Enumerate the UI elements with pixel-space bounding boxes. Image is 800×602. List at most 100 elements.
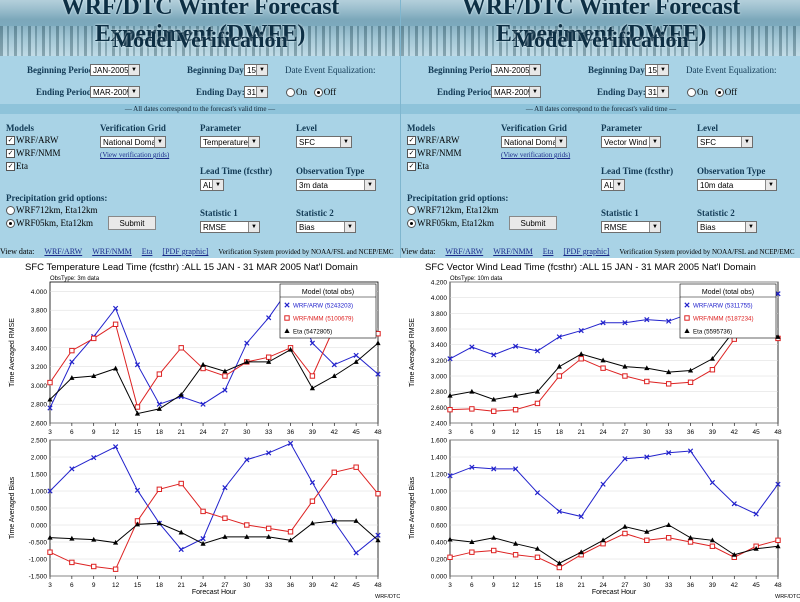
grid-select[interactable]: National Domain ▼ — [100, 136, 166, 148]
date-eq-off-radio[interactable] — [313, 88, 323, 98]
precip-option-1[interactable]: WRF712km, Eta12km — [6, 205, 98, 216]
data-point-square — [47, 379, 53, 386]
date-eq-off-radio[interactable] — [714, 88, 724, 98]
checkbox-icon: ✓ — [407, 149, 416, 159]
series-line — [49, 285, 379, 409]
begin-period-select[interactable]: JAN-2005 ▼ — [491, 64, 541, 76]
data-point-triangle — [513, 392, 519, 398]
grid-select[interactable]: National Domain ▼ — [501, 136, 567, 148]
level-select[interactable]: SFC ▼ — [296, 136, 352, 148]
x-tick-label: 18 — [156, 429, 164, 436]
precip-option-1[interactable]: WRF712km, Eta12km — [407, 205, 499, 216]
data-point-triangle — [284, 328, 290, 333]
x-tick-label: 36 — [287, 429, 295, 436]
precip-option-2[interactable]: WRF05km, Eta12km — [407, 218, 494, 229]
lead-select[interactable]: ALL ▼ — [601, 179, 625, 191]
x-tick-label: 24 — [599, 429, 607, 436]
stat1-select[interactable]: RMSE ▼ — [601, 221, 661, 233]
left-form-pane: WRF/DTC Winter Forecast Experiment (DWFE… — [0, 0, 400, 258]
data-point-square — [134, 404, 141, 410]
view-data-link-wrf-nmm[interactable]: WRF/NMM — [92, 247, 132, 256]
data-point-triangle — [469, 388, 475, 394]
chevron-down-icon: ▼ — [649, 137, 660, 147]
y-tick-label: 3.600 — [31, 327, 48, 334]
data-point-square — [684, 315, 690, 321]
begin-period-select[interactable]: JAN-2005 ▼ — [90, 64, 140, 76]
data-point-x — [556, 334, 562, 340]
x-tick-label: 39 — [309, 429, 317, 436]
y-tick-label: 1.000 — [31, 489, 48, 496]
data-point-triangle — [534, 546, 541, 551]
begin-day-select[interactable]: 15 ▼ — [645, 64, 669, 76]
pdf-link[interactable]: [PDF graphic] — [563, 247, 610, 256]
x-tick-label: 24 — [199, 582, 207, 589]
x-axis-label: Forecast Hour — [192, 589, 237, 596]
data-point-triangle — [731, 551, 737, 557]
view-data-link-wrf-arw[interactable]: WRF/ARW — [445, 247, 484, 256]
precip-option-2[interactable]: WRF05km, Eta12km — [6, 218, 93, 229]
end-period-label: Ending Period: — [36, 87, 95, 97]
data-point-triangle — [287, 346, 294, 352]
data-point-square — [665, 381, 672, 387]
parameter-select[interactable]: Temperature ▼ — [200, 136, 260, 148]
submit-button[interactable]: Submit — [509, 216, 557, 230]
data-point-triangle — [91, 373, 97, 378]
begin-period-label: Beginning Period: — [428, 65, 498, 75]
x-tick-label: 30 — [643, 429, 651, 436]
data-point-square — [178, 480, 184, 487]
data-point-x — [578, 513, 584, 520]
model-checkbox-eta[interactable]: ✓ Eta — [6, 161, 28, 172]
pdf-link[interactable]: [PDF graphic] — [162, 247, 209, 256]
x-tick-label: 42 — [731, 582, 739, 589]
stat2-select[interactable]: Bias ▼ — [296, 221, 356, 233]
data-point-triangle — [447, 536, 453, 542]
obs-select[interactable]: 10m data ▼ — [697, 179, 777, 191]
begin-day-select[interactable]: 15 ▼ — [244, 64, 268, 76]
banner-title: WRF/DTC Winter Forecast Experiment (DWFE… — [61, 0, 339, 47]
lead-label: Lead Time (fcsthr) — [601, 166, 674, 176]
view-data-link-eta[interactable]: Eta — [542, 247, 554, 256]
data-point-triangle — [113, 539, 119, 545]
series-line — [449, 324, 779, 412]
model-checkbox-wrf-arw[interactable]: ✓ WRF/ARW — [6, 135, 59, 146]
view-data-link-wrf-nmm[interactable]: WRF/NMM — [493, 247, 533, 256]
checkbox-icon: ✓ — [6, 149, 15, 159]
data-point-x — [512, 343, 519, 349]
data-point-square — [222, 373, 228, 379]
end-day-select[interactable]: 31 ▼ — [244, 86, 268, 98]
date-eq-on-radio[interactable] — [286, 88, 295, 98]
obstype-label: ObsType: 3m data — [50, 276, 100, 282]
end-period-select[interactable]: MAR-2005 ▼ — [491, 86, 541, 98]
data-point-square — [622, 373, 628, 379]
end-day-select[interactable]: 31 ▼ — [645, 86, 669, 98]
obs-select[interactable]: 3m data ▼ — [296, 179, 376, 191]
x-tick-label: 6 — [70, 429, 74, 436]
data-point-x — [775, 481, 781, 487]
x-tick-label: 15 — [134, 582, 142, 589]
data-point-square — [775, 537, 781, 544]
data-point-x — [69, 466, 75, 472]
x-axis-label: Forecast Hour — [592, 589, 637, 596]
stat2-select[interactable]: Bias ▼ — [697, 221, 757, 233]
date-eq-on-radio[interactable] — [687, 88, 696, 98]
data-point-triangle — [556, 363, 562, 369]
model-checkbox-wrf-nmm[interactable]: ✓ WRF/NMM — [407, 148, 462, 159]
view-grids-link[interactable]: (View verification grids) — [100, 151, 170, 159]
x-tick-label: 9 — [492, 582, 496, 589]
end-period-select[interactable]: MAR-2005 ▼ — [90, 86, 140, 98]
stat1-select[interactable]: RMSE ▼ — [200, 221, 260, 233]
precip-label: Precipitation grid options: — [407, 193, 509, 203]
parameter-select[interactable]: Vector Wind ▼ — [601, 136, 661, 148]
model-checkbox-wrf-nmm[interactable]: ✓ WRF/NMM — [6, 148, 61, 159]
data-point-x — [491, 352, 497, 358]
view-data-link-eta[interactable]: Eta — [141, 247, 153, 256]
x-tick-label: 27 — [621, 582, 629, 589]
level-select[interactable]: SFC ▼ — [697, 136, 753, 148]
model-checkbox-wrf-arw[interactable]: ✓ WRF/ARW — [407, 135, 460, 146]
lead-select[interactable]: ALL ▼ — [200, 179, 224, 191]
data-point-x — [134, 487, 141, 493]
view-grids-link[interactable]: (View verification grids) — [501, 151, 571, 159]
view-data-link-wrf-arw[interactable]: WRF/ARW — [44, 247, 83, 256]
submit-button[interactable]: Submit — [108, 216, 156, 230]
model-checkbox-eta[interactable]: ✓ Eta — [407, 161, 429, 172]
